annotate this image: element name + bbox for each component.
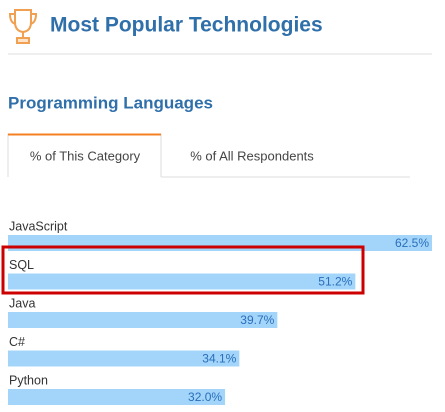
value-label: 51.2% [318, 275, 352, 289]
chart-title: Programming Languages [8, 93, 213, 112]
value-label: 39.7% [240, 313, 274, 327]
bar [8, 350, 240, 367]
value-label: 34.1% [202, 352, 236, 366]
page-title: Most Popular Technologies [50, 14, 323, 37]
bar [8, 312, 278, 328]
highlight-box [1, 245, 365, 295]
value-label: 32.0% [188, 390, 222, 404]
bar [8, 273, 356, 290]
bar [8, 235, 432, 251]
value-label: 62.5% [395, 236, 429, 250]
tab-label[interactable]: % of All Respondents [190, 148, 314, 163]
bar [8, 389, 226, 405]
category-label: C# [9, 335, 25, 349]
tab-label[interactable]: % of This Category [30, 148, 141, 163]
bar-list: JavaScript 62.5% SQL 51.2% Java 39.7% C# 34.1% P… [8, 219, 432, 405]
category-label: SQL [9, 258, 34, 272]
category-label: Java [9, 296, 35, 310]
trophy-icon [8, 9, 38, 44]
category-label: JavaScript [9, 219, 68, 233]
category-label: Python [9, 373, 48, 387]
